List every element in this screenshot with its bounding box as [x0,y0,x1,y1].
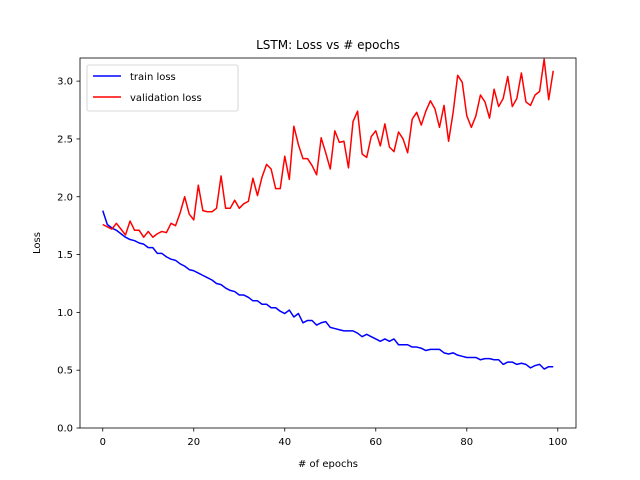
chart-title: LSTM: Loss vs # epochs [256,38,400,52]
series-group [102,58,554,370]
y-tick-label: 0.0 [57,424,73,435]
legend-box [86,64,239,112]
x-tick-label: 0 [100,437,106,448]
y-tick-label: 1.0 [57,308,73,319]
x-tick-label: 80 [460,437,473,448]
y-tick-label: 2.5 [57,134,73,145]
y-tick-label: 1.5 [57,250,73,261]
x-tick-label: 20 [187,437,200,448]
plot-area [80,58,576,428]
y-tick-label: 2.0 [57,192,73,203]
legend-label-validation-loss: validation loss [130,93,202,104]
plot-frame [79,57,577,429]
x-tick-label: 60 [369,437,382,448]
y-axis: 0.0 0.5 1.0 1.5 2.0 2.5 3.0 [57,77,80,435]
x-axis-label: # of epochs [298,459,358,470]
x-axis: 0 20 40 60 80 100 [100,428,567,448]
x-tick-label: 100 [548,437,567,448]
x-tick-label: 40 [278,437,291,448]
legend-label-train-loss: train loss [130,72,176,83]
y-tick-label: 0.5 [57,366,73,377]
validation-loss-line [102,58,554,238]
y-axis-label: Loss [32,232,43,254]
train-loss-line [102,210,554,370]
legend: train loss validation loss [86,64,239,112]
y-tick-label: 3.0 [57,77,73,88]
